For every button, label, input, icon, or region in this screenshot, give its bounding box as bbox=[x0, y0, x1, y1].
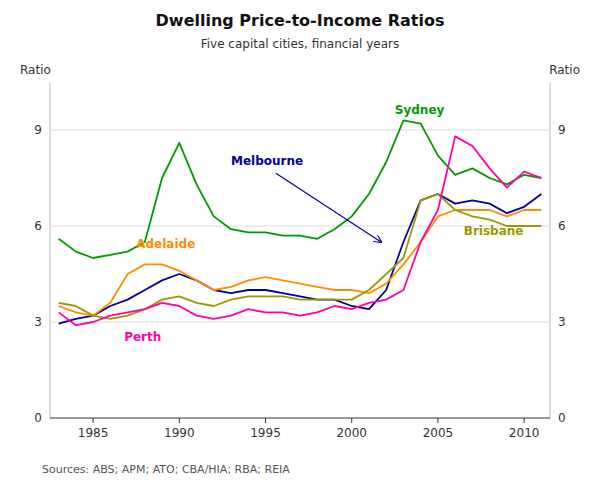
x-tick bbox=[179, 418, 180, 423]
title: Dwelling Price-to-Income Ratios bbox=[156, 11, 445, 30]
source: Sources: ABS; APM; ATO; CBA/HIA; RBA; RE… bbox=[42, 463, 290, 476]
y2-tick-label: 9 bbox=[558, 123, 566, 137]
annotation: Sydney bbox=[395, 103, 445, 117]
y-tick-label: 3 bbox=[34, 315, 42, 329]
y-axis-label: Ratio bbox=[20, 63, 51, 77]
x-tick bbox=[437, 418, 438, 423]
annotation: Adelaide bbox=[136, 237, 195, 251]
y-tick-label: 0 bbox=[34, 411, 42, 425]
annotation: Perth bbox=[124, 330, 161, 344]
x-tick bbox=[265, 418, 266, 423]
x-tick-label: 2000 bbox=[336, 426, 367, 440]
x-tick-label: 2010 bbox=[509, 426, 540, 440]
y-tick-label: 6 bbox=[34, 219, 42, 233]
y2-axis-line bbox=[550, 82, 551, 418]
x-tick-label: 1995 bbox=[250, 426, 281, 440]
y-axis-line bbox=[50, 82, 51, 418]
series-line bbox=[59, 136, 542, 325]
grid-line bbox=[50, 130, 550, 131]
x-axis-line bbox=[50, 418, 550, 419]
chart: 0 3 6 9 0 3 6 9 1985 1990 1995 2000 2005 2010 Ratio Rat… bbox=[0, 0, 600, 483]
y-tick-label: 9 bbox=[34, 123, 42, 137]
y2-tick-label: 0 bbox=[558, 411, 566, 425]
series-line bbox=[59, 194, 542, 319]
x-tick-label: 1990 bbox=[164, 426, 195, 440]
x-tick bbox=[524, 418, 525, 423]
x-tick bbox=[351, 418, 352, 423]
y2-tick-label: 3 bbox=[558, 315, 566, 329]
annotation-arrow bbox=[276, 173, 381, 242]
y2-axis-label: Ratio bbox=[549, 63, 580, 77]
x-tick-label: 1985 bbox=[78, 426, 109, 440]
annotation: Brisbane bbox=[464, 224, 524, 238]
annotation: Melbourne bbox=[231, 154, 303, 168]
grid-line bbox=[50, 322, 550, 323]
series-line bbox=[59, 194, 542, 324]
x-tick-label: 2005 bbox=[423, 426, 454, 440]
plot-lines bbox=[59, 120, 542, 325]
series-line bbox=[59, 120, 542, 258]
y2-tick-label: 6 bbox=[558, 219, 566, 233]
x-tick bbox=[93, 418, 94, 423]
subtitle: Five capital cities, financial years bbox=[201, 37, 400, 51]
